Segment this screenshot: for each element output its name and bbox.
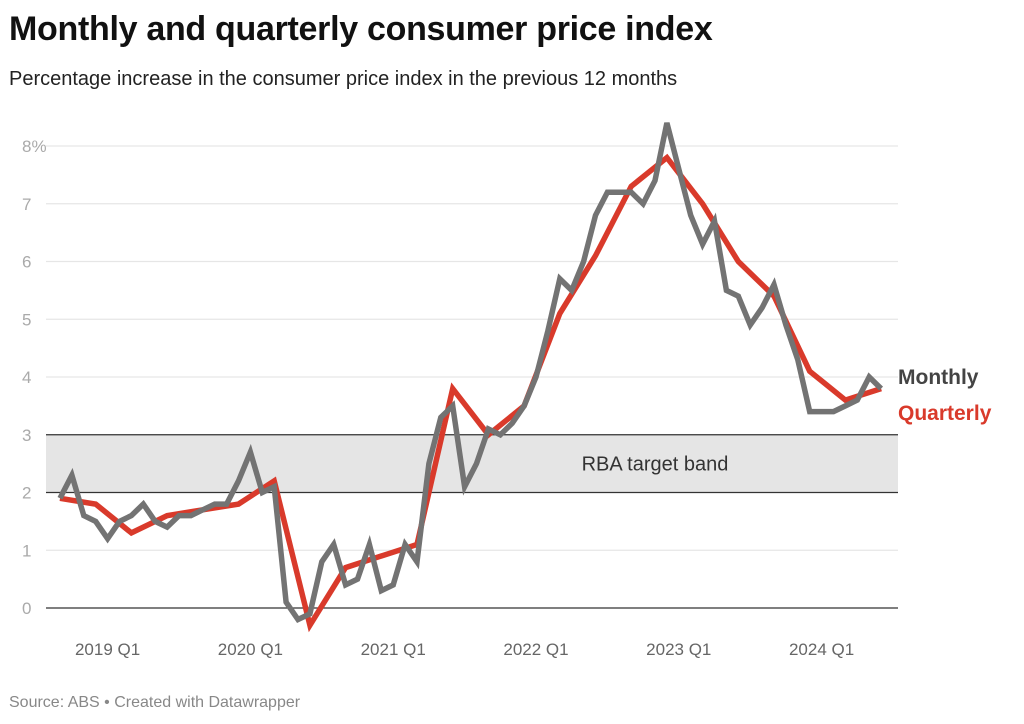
legend-quarterly: Quarterly xyxy=(898,402,992,425)
series-line-quarterly xyxy=(59,153,882,633)
y-tick-label: 4 xyxy=(22,368,31,387)
target-band-label: RBA target band xyxy=(582,454,729,476)
x-tick-label: 2024 Q1 xyxy=(789,640,854,659)
legend-monthly: Monthly xyxy=(898,366,979,389)
y-tick-label: 5 xyxy=(22,310,31,329)
y-tick-label: 2 xyxy=(22,484,31,503)
y-tick-label: 7 xyxy=(22,195,31,214)
x-tick-label: 2021 Q1 xyxy=(361,640,426,659)
y-tick-label: 3 xyxy=(22,426,31,445)
chart-title: Monthly and quarterly consumer price ind… xyxy=(9,10,713,48)
target-band xyxy=(46,434,898,493)
y-tick-label: 1 xyxy=(22,541,31,560)
source-note: Source: ABS • Created with Datawrapper xyxy=(9,694,301,711)
y-tick-label: 8% xyxy=(22,137,47,156)
x-tick-label: 2023 Q1 xyxy=(646,640,711,659)
y-tick-label: 6 xyxy=(22,253,31,272)
x-tick-label: 2019 Q1 xyxy=(75,640,140,659)
series-line-monthly xyxy=(57,122,884,623)
x-tick-label: 2022 Q1 xyxy=(503,640,568,659)
x-tick-label: 2020 Q1 xyxy=(218,640,283,659)
chart-subtitle: Percentage increase in the consumer pric… xyxy=(9,68,678,90)
y-tick-label: 0 xyxy=(22,599,31,618)
